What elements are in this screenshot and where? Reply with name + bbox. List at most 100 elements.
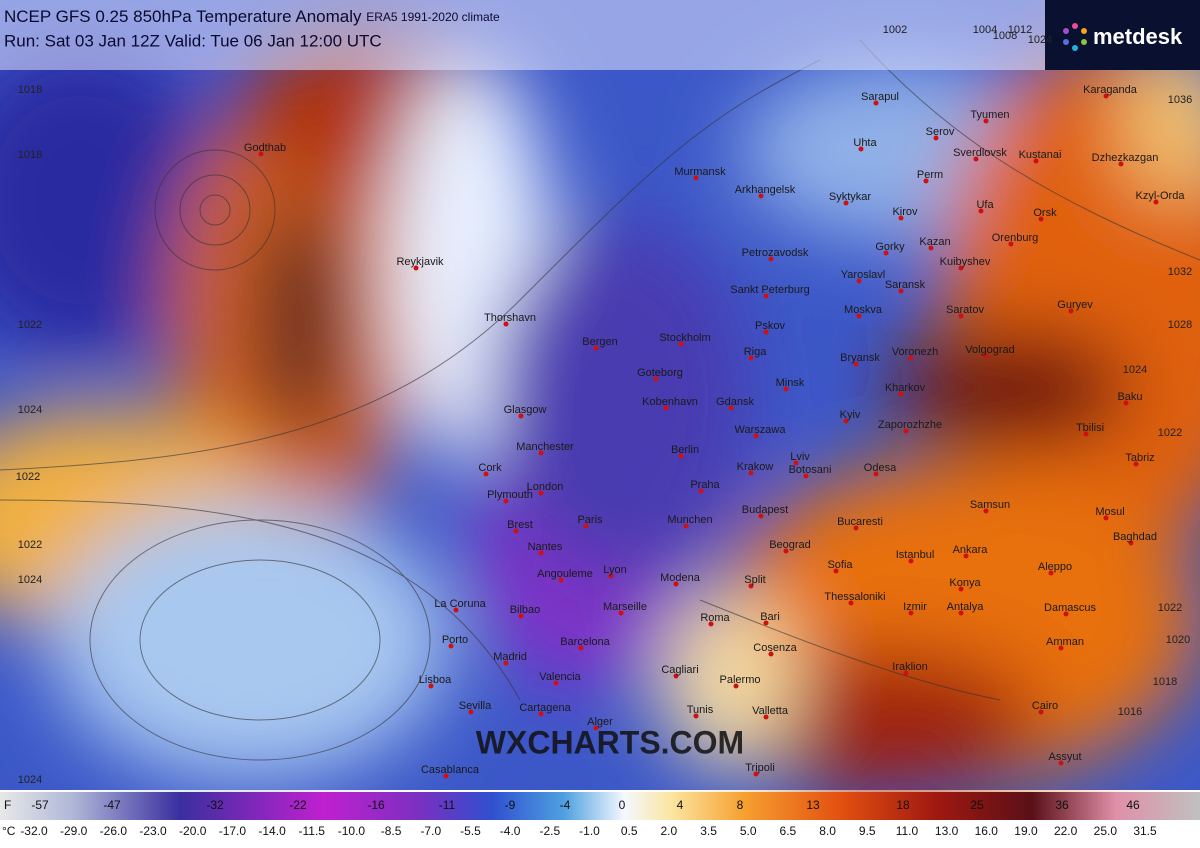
city-dot xyxy=(856,313,862,319)
city-label: Kuibyshev xyxy=(940,256,991,268)
logo-text: metdesk xyxy=(1093,24,1183,49)
isobar-label: 1024 xyxy=(1123,364,1147,376)
city-label: Saransk xyxy=(885,279,926,291)
city-label: Aleppo xyxy=(1038,561,1072,573)
c-scale-label: 8.0 xyxy=(819,824,836,838)
c-scale-label: -23.0 xyxy=(139,824,167,838)
city-dot xyxy=(618,610,624,616)
city-dot xyxy=(843,200,849,206)
city-dot xyxy=(783,386,789,392)
city-dot xyxy=(958,586,964,592)
city-label: Cosenza xyxy=(753,642,797,654)
city-dot xyxy=(833,568,839,574)
city-label: Syktykar xyxy=(829,191,872,203)
city-dot xyxy=(443,773,449,779)
city-dot xyxy=(858,146,864,152)
city-label: Tripoli xyxy=(745,762,775,774)
city-label: Kustanai xyxy=(1019,149,1062,161)
city-label: Valencia xyxy=(539,671,581,683)
c-scale-label: 9.5 xyxy=(859,824,876,838)
city-dot xyxy=(683,523,689,529)
city-label: Moskva xyxy=(844,304,883,316)
city-label: Cairo xyxy=(1032,700,1058,712)
c-scale-label: 6.5 xyxy=(780,824,797,838)
city-label: Reykjavik xyxy=(396,256,444,268)
city-label: Godthab xyxy=(244,142,286,154)
city-label: Munchen xyxy=(667,514,712,526)
city-dot xyxy=(1033,158,1039,164)
color-scale xyxy=(0,792,1200,820)
c-scale-label: 25.0 xyxy=(1094,824,1118,838)
city-dot xyxy=(678,341,684,347)
city-label: Gorky xyxy=(875,241,905,253)
city-dot xyxy=(898,215,904,221)
city-label: Serov xyxy=(926,126,955,138)
city-dot xyxy=(958,265,964,271)
city-label: Valletta xyxy=(752,705,789,717)
city-dot xyxy=(753,433,759,439)
city-dot xyxy=(258,151,264,157)
city-dot xyxy=(728,405,734,411)
isobar-label: 1022 xyxy=(18,539,42,551)
city-dot xyxy=(873,471,879,477)
city-dot xyxy=(848,600,854,606)
isobar-label: 1020 xyxy=(1166,634,1190,646)
city-dot xyxy=(983,353,989,359)
city-label: Zaporozhzhe xyxy=(878,419,942,431)
city-dot xyxy=(538,450,544,456)
c-scale-label: -1.0 xyxy=(579,824,600,838)
city-dot xyxy=(428,683,434,689)
c-scale-label: -4.0 xyxy=(500,824,521,838)
city-label: Kazan xyxy=(919,236,950,248)
city-dot xyxy=(1068,308,1074,314)
city-dot xyxy=(663,405,669,411)
city-dot xyxy=(768,651,774,657)
city-label: Alger xyxy=(587,716,613,728)
city-label: Manchester xyxy=(516,441,574,453)
city-label: Kyiv xyxy=(840,409,861,421)
city-dot xyxy=(908,355,914,361)
city-dot xyxy=(883,250,889,256)
city-label: Yaroslavl xyxy=(841,269,885,281)
city-dot xyxy=(593,345,599,351)
city-dot xyxy=(693,713,699,719)
f-scale-label: -57 xyxy=(31,798,49,812)
city-label: Tunis xyxy=(687,704,714,716)
city-label: Bergen xyxy=(582,336,617,348)
city-label: Madrid xyxy=(493,651,527,663)
labels: 1024101810181022102410221022102410241012… xyxy=(16,24,1192,838)
city-dot xyxy=(1128,540,1134,546)
city-label: Uhta xyxy=(853,137,877,149)
city-dot xyxy=(553,680,559,686)
city-label: Berlin xyxy=(671,444,699,456)
f-scale-label: 0 xyxy=(619,798,626,812)
city-dot xyxy=(513,528,519,534)
city-label: Beograd xyxy=(769,539,811,551)
isobar-label: 1018 xyxy=(18,84,42,96)
city-label: Dzhezkazgan xyxy=(1092,152,1159,164)
city-label: Arkhangelsk xyxy=(735,184,796,196)
city-label: Kobenhavn xyxy=(642,396,698,408)
city-dot xyxy=(483,471,489,477)
isobar-label: 1018 xyxy=(1153,676,1177,688)
city-label: Guryev xyxy=(1057,299,1093,311)
city-dot xyxy=(503,498,509,504)
c-scale-label: 0.5 xyxy=(621,824,638,838)
f-scale-label: 13 xyxy=(806,798,820,812)
city-dot xyxy=(1038,216,1044,222)
city-label: Bari xyxy=(760,611,780,623)
f-scale-label: 36 xyxy=(1055,798,1069,812)
c-scale-label: 19.0 xyxy=(1014,824,1038,838)
city-label: Porto xyxy=(442,634,468,646)
city-label: Praha xyxy=(690,479,720,491)
city-label: Lisboa xyxy=(419,674,452,686)
city-dot xyxy=(578,645,584,651)
header-run: Run: Sat 03 Jan 12Z Valid: Tue 06 Jan 12… xyxy=(4,31,382,50)
city-dot xyxy=(653,376,659,382)
c-scale-label: -7.0 xyxy=(420,824,441,838)
isobar-label: 1022 xyxy=(1158,602,1182,614)
city-label: Damascus xyxy=(1044,602,1096,614)
city-dot xyxy=(753,771,759,777)
city-dot xyxy=(583,523,589,529)
